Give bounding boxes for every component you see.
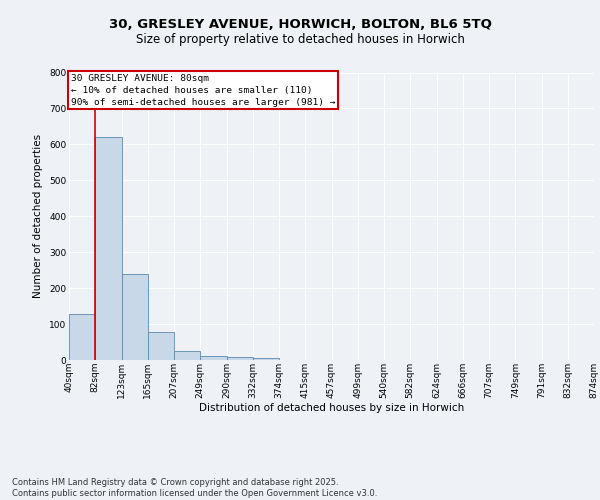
Bar (174, 351, 200, 360)
Bar (148, 332, 174, 360)
Bar (121, 274, 148, 360)
Bar (95, 137, 121, 360)
Text: Size of property relative to detached houses in Horwich: Size of property relative to detached ho… (136, 32, 464, 46)
Bar (200, 356, 227, 360)
Text: Contains HM Land Registry data © Crown copyright and database right 2025.
Contai: Contains HM Land Registry data © Crown c… (12, 478, 377, 498)
Text: 30, GRESLEY AVENUE, HORWICH, BOLTON, BL6 5TQ: 30, GRESLEY AVENUE, HORWICH, BOLTON, BL6… (109, 18, 491, 30)
Y-axis label: Number of detached properties: Number of detached properties (34, 134, 43, 298)
Text: 30 GRESLEY AVENUE: 80sqm
← 10% of detached houses are smaller (110)
90% of semi-: 30 GRESLEY AVENUE: 80sqm ← 10% of detach… (71, 74, 335, 106)
Bar (227, 357, 253, 360)
Bar (253, 358, 279, 360)
X-axis label: Distribution of detached houses by size in Horwich: Distribution of detached houses by size … (199, 404, 464, 413)
Bar (69, 314, 95, 360)
